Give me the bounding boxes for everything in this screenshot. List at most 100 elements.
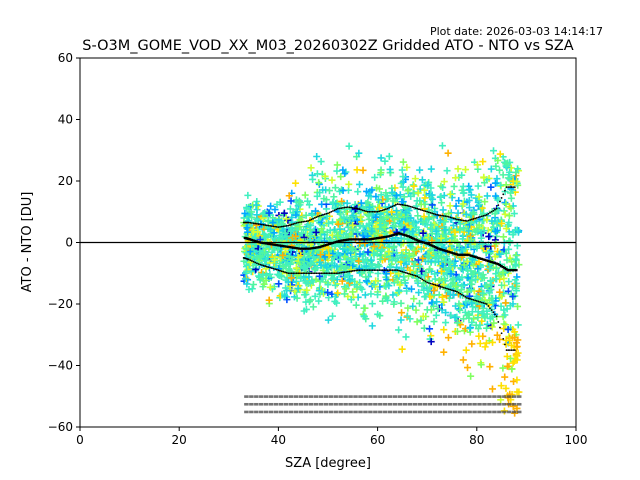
bin-count-mark (487, 402, 492, 406)
scatter-point (360, 312, 368, 320)
scatter-point (468, 340, 476, 348)
scatter-point (248, 213, 256, 221)
mean-minus-std-dot (332, 272, 334, 275)
scatter-point (325, 251, 333, 259)
scatter-point (458, 274, 466, 282)
scatter-point (478, 310, 486, 318)
scatter-point (403, 207, 411, 215)
mean-plus-std-dot (398, 203, 400, 206)
mean-plus-std-dot (431, 212, 434, 215)
scatter-point (279, 251, 287, 259)
scatter-point (411, 175, 419, 183)
mean-plus-std-dot (303, 220, 306, 223)
scatter-point (509, 359, 517, 367)
scatter-point (396, 191, 404, 199)
mean-minus-std-dot (475, 300, 478, 302)
scatter-point (491, 179, 499, 187)
scatter-point (485, 233, 493, 241)
scatter-point (407, 214, 415, 222)
scatter-point (300, 264, 308, 272)
mean-plus-std-dot (330, 210, 333, 213)
mean-minus-std-dot (399, 270, 402, 273)
bin-count-mark (462, 410, 467, 414)
scatter-point (478, 317, 486, 325)
scatter-point (396, 281, 404, 289)
bin-count-mark (298, 402, 304, 406)
bin-count-mark (264, 402, 269, 406)
scatter-point (304, 280, 312, 288)
scatter-point (331, 297, 339, 305)
mean-plus-std-dot (492, 209, 495, 212)
scatter-point (462, 346, 470, 354)
mean-minus-std-dot (391, 269, 394, 272)
mean-minus-std-dot (434, 284, 437, 286)
bin-count-mark (397, 395, 403, 398)
scatter-point (427, 184, 435, 192)
scatter-point (462, 166, 470, 174)
scatter-point (358, 285, 366, 293)
scatter-point (421, 293, 429, 301)
scatter-point (361, 227, 369, 235)
scatter-point (398, 345, 406, 353)
scatter-point (331, 261, 339, 269)
mean-minus-std-dot (451, 289, 453, 292)
scatter-point (401, 276, 409, 284)
bin-count-mark (422, 402, 428, 406)
bin-count-mark (278, 410, 284, 414)
mean-minus-std-dot (510, 349, 513, 352)
bin-count-mark (368, 402, 373, 406)
bin-count-mark (264, 410, 269, 414)
bin-count-mark (348, 402, 353, 406)
mean-minus-std-dot (320, 272, 323, 275)
mean-minus-std-dot (418, 276, 420, 279)
mean-minus-std-dot (302, 272, 305, 275)
bin-count-mark (358, 395, 363, 398)
mean-plus-std-dot (295, 222, 298, 224)
scatter-point (477, 361, 485, 369)
mean-plus-std-dot (393, 204, 396, 207)
scatter-point (463, 301, 471, 309)
scatter-point (419, 218, 427, 226)
scatter-point (286, 205, 294, 213)
scatter-point (307, 258, 315, 266)
mean-minus-std-dot (363, 269, 366, 272)
mean-plus-std-dot (485, 213, 488, 216)
bin-count-mark (293, 410, 299, 414)
mean-minus-std-dot (274, 268, 276, 271)
mean-plus-std-dot (365, 210, 367, 213)
scatter-point (382, 270, 390, 278)
y-tick-label: 40 (58, 113, 73, 127)
mean-minus-std-dot (365, 269, 367, 272)
mean-minus-std-dot (497, 321, 500, 323)
scatter-point (399, 198, 407, 206)
scatter-point (404, 304, 412, 312)
mean-plus-std-dot (376, 210, 379, 213)
mean-minus-std-dot (338, 272, 341, 274)
mean-plus-std-dot (380, 209, 382, 212)
mean-plus-std-dot (512, 186, 515, 189)
mean-plus-std-dot (312, 217, 315, 220)
scatter-point (421, 194, 429, 202)
mean-plus-std-dot (297, 221, 300, 224)
scatter-point (435, 248, 443, 256)
scatter-point (353, 166, 361, 174)
scatter-point (368, 322, 376, 330)
scatter-point (281, 292, 289, 300)
scatter-point (367, 256, 375, 264)
mean-minus-std-dot (259, 263, 262, 266)
mean-minus-std-dot (427, 282, 430, 284)
bin-count-mark (343, 395, 348, 398)
scatter-point (505, 278, 513, 286)
bin-count-mark (244, 410, 249, 414)
scatter-point (271, 234, 279, 242)
scatter-point (353, 216, 361, 224)
scatter-point (487, 165, 495, 173)
scatter-point (503, 362, 511, 370)
scatter-point (398, 166, 406, 174)
scatter-point (425, 253, 433, 261)
scatter-point (486, 363, 494, 371)
scatter-point (243, 267, 251, 275)
mean-plus-std-dot (343, 206, 346, 209)
scatter-point (329, 250, 337, 258)
